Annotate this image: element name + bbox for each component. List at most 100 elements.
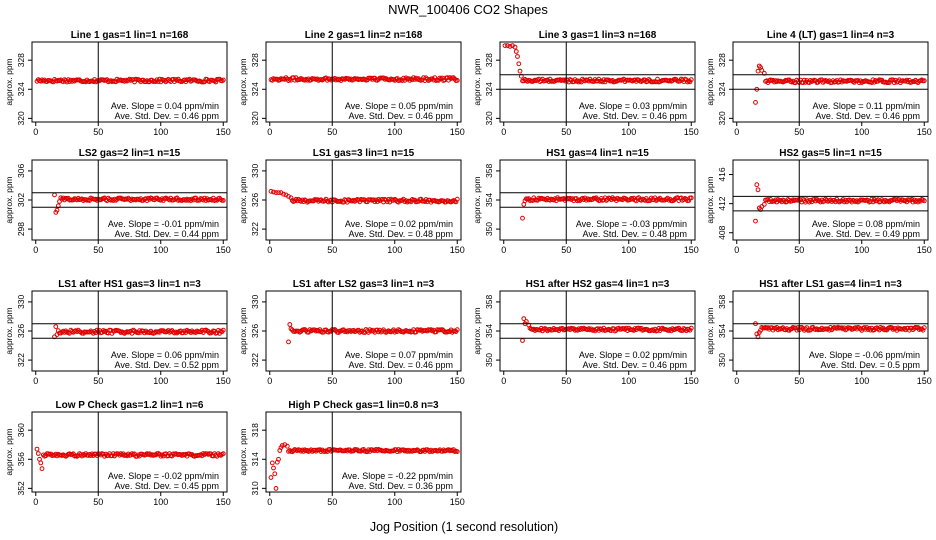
x-tick-label: 0 xyxy=(501,245,506,255)
panel-title: LS1 gas=3 lin=1 n=15 xyxy=(313,148,415,159)
x-tick-label: 150 xyxy=(450,245,465,255)
data-point xyxy=(753,100,758,105)
data-point xyxy=(54,207,60,213)
y-axis-label: approx. ppm xyxy=(705,58,715,105)
y-tick-label: 298 xyxy=(16,222,26,236)
data-point xyxy=(454,327,460,333)
y-tick-label: 326 xyxy=(250,193,260,207)
data-point xyxy=(870,77,876,83)
data-point xyxy=(214,330,220,336)
data-point xyxy=(521,316,527,322)
data-point xyxy=(272,471,278,477)
data-point xyxy=(302,327,308,332)
data-point xyxy=(840,197,846,202)
data-point xyxy=(413,75,419,81)
data-point xyxy=(515,54,520,59)
data-point xyxy=(428,327,434,333)
x-tick-label: 150 xyxy=(450,127,465,137)
plot-frame xyxy=(732,159,929,241)
slope-annotation: Ave. Slope = -0.22 ppm/min xyxy=(342,471,453,481)
panel: HS1 after HS2 gas=4 lin=1 n=3 approx. ppm… xyxy=(472,279,699,386)
y-tick-label: 326 xyxy=(250,324,260,338)
plot-frame xyxy=(732,41,929,123)
data-points xyxy=(34,76,226,85)
data-point xyxy=(869,196,875,202)
std-dev-annotation: Ave. Std. Dev. = 0.46 ppm xyxy=(583,360,687,370)
data-point xyxy=(502,43,508,48)
x-tick-label: 50 xyxy=(794,376,804,386)
data-point xyxy=(286,78,291,83)
y-tick-label: 416 xyxy=(717,167,727,181)
data-points xyxy=(52,192,226,215)
x-tick-label: 50 xyxy=(327,376,337,386)
std-dev-annotation: Ave. Std. Dev. = 0.48 ppm xyxy=(349,229,453,239)
y-axis-label: approx. ppm xyxy=(238,428,248,475)
data-point xyxy=(623,325,629,331)
y-tick-label: 324 xyxy=(484,82,494,96)
data-point xyxy=(291,75,296,81)
y-tick-label: 326 xyxy=(16,324,26,338)
slope-annotation: Ave. Slope = -0.03 ppm/min xyxy=(576,219,687,229)
std-dev-annotation: Ave. Std. Dev. = 0.46 ppm xyxy=(816,111,920,121)
x-tick-label: 150 xyxy=(216,376,231,386)
data-point xyxy=(397,328,403,333)
data-points xyxy=(753,321,927,340)
panel: LS1 gas=3 lin=1 n=15 approx. ppm 0 50 100 150… xyxy=(238,148,465,255)
y-tick-label: 408 xyxy=(717,225,727,239)
plot-frame xyxy=(499,41,696,123)
data-point xyxy=(586,326,592,332)
x-tick-label: 100 xyxy=(621,245,636,255)
y-axis-label: approx. ppm xyxy=(238,307,248,354)
data-point xyxy=(52,192,57,198)
data-point xyxy=(271,189,276,195)
data-point xyxy=(688,77,694,82)
data-point xyxy=(577,327,583,333)
x-tick-label: 100 xyxy=(153,245,168,255)
data-point xyxy=(268,475,274,480)
x-tick-label: 150 xyxy=(684,376,699,386)
data-point xyxy=(686,198,692,203)
x-tick-label: 100 xyxy=(387,245,402,255)
x-tick-label: 100 xyxy=(854,127,869,137)
y-axis-label: approx. ppm xyxy=(4,307,14,354)
y-tick-label: 328 xyxy=(16,53,26,67)
panel: Line 2 gas=1 lin=2 n=168 approx. ppm 0 50 10… xyxy=(238,30,465,137)
x-tick-label: 50 xyxy=(327,127,337,137)
panel-title: LS1 after LS2 gas=3 lin=1 n=3 xyxy=(293,279,435,290)
std-dev-annotation: Ave. Std. Dev. = 0.44 ppm xyxy=(115,229,219,239)
x-tick-label: 100 xyxy=(153,376,168,386)
data-point xyxy=(454,449,460,455)
x-tick-label: 50 xyxy=(561,376,571,386)
panel-title: HS1 gas=4 lin=1 n=15 xyxy=(546,148,649,159)
panel: LS1 after LS2 gas=3 lin=1 n=3 approx. ppm… xyxy=(238,279,465,386)
data-point xyxy=(113,79,119,85)
data-point xyxy=(392,329,398,335)
data-points xyxy=(268,75,460,83)
panel-title: Line 4 (LT) gas=1 lin=4 n=3 xyxy=(767,30,895,41)
y-tick-label: 318 xyxy=(250,423,260,437)
y-tick-label: 350 xyxy=(484,222,494,236)
y-tick-label: 350 xyxy=(484,353,494,367)
x-tick-label: 100 xyxy=(153,127,168,137)
y-tick-label: 412 xyxy=(717,196,727,210)
x-tick-label: 150 xyxy=(917,245,932,255)
y-axis-label: approx. ppm xyxy=(705,176,715,223)
x-tick-label: 100 xyxy=(854,245,869,255)
x-tick-label: 150 xyxy=(216,497,231,507)
data-point xyxy=(281,191,286,197)
slope-annotation: Ave. Slope = -0.01 ppm/min xyxy=(108,219,219,229)
std-dev-annotation: Ave. Std. Dev. = 0.46 ppm xyxy=(583,111,687,121)
y-axis-label: approx. ppm xyxy=(238,176,248,223)
y-tick-label: 310 xyxy=(250,481,260,495)
slope-annotation: Ave. Slope = 0.06 ppm/min xyxy=(111,350,219,360)
y-tick-label: 322 xyxy=(16,353,26,367)
x-tick-label: 50 xyxy=(327,245,337,255)
x-tick-label: 150 xyxy=(684,127,699,137)
x-tick-label: 0 xyxy=(734,376,739,386)
panel: Line 4 (LT) gas=1 lin=4 n=3 approx. ppm 0 5… xyxy=(705,30,932,137)
x-tick-label: 150 xyxy=(917,376,932,386)
x-tick-label: 100 xyxy=(621,127,636,137)
std-dev-annotation: Ave. Std. Dev. = 0.49 ppm xyxy=(816,229,920,239)
data-point xyxy=(276,456,281,462)
